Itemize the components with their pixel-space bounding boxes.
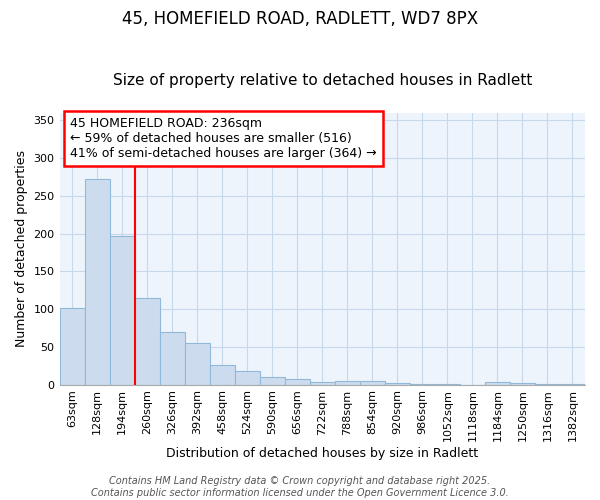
Text: 45 HOMEFIELD ROAD: 236sqm
← 59% of detached houses are smaller (516)
41% of semi: 45 HOMEFIELD ROAD: 236sqm ← 59% of detac…	[70, 117, 377, 160]
Bar	[285, 378, 310, 384]
Bar	[160, 332, 185, 384]
Text: 45, HOMEFIELD ROAD, RADLETT, WD7 8PX: 45, HOMEFIELD ROAD, RADLETT, WD7 8PX	[122, 10, 478, 28]
Bar	[110, 236, 134, 384]
Text: Contains HM Land Registry data © Crown copyright and database right 2025.
Contai: Contains HM Land Registry data © Crown c…	[91, 476, 509, 498]
X-axis label: Distribution of detached houses by size in Radlett: Distribution of detached houses by size …	[166, 447, 478, 460]
Bar	[185, 343, 209, 384]
Bar	[485, 382, 510, 384]
Bar	[360, 381, 385, 384]
Bar	[385, 383, 410, 384]
Y-axis label: Number of detached properties: Number of detached properties	[15, 150, 28, 347]
Bar	[85, 179, 110, 384]
Title: Size of property relative to detached houses in Radlett: Size of property relative to detached ho…	[113, 73, 532, 88]
Bar	[335, 381, 360, 384]
Bar	[260, 377, 285, 384]
Bar	[209, 365, 235, 384]
Bar	[134, 298, 160, 384]
Bar	[510, 383, 535, 384]
Bar	[59, 308, 85, 384]
Bar	[310, 382, 335, 384]
Bar	[235, 371, 260, 384]
